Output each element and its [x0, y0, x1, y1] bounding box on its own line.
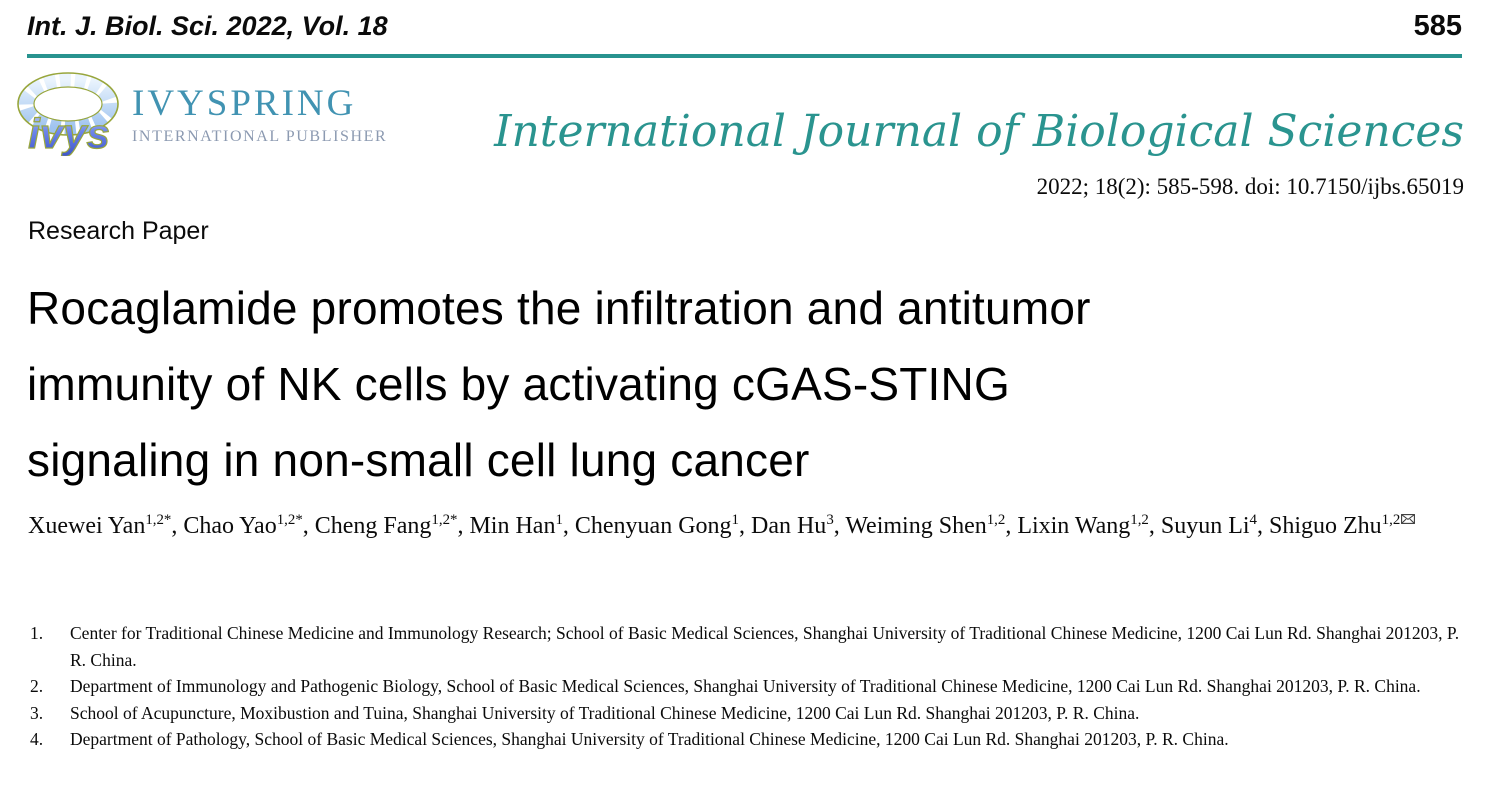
journal-title: International Journal of Biological Scie… — [494, 106, 1464, 157]
affiliation-item: 4. Department of Pathology, School of Bas… — [30, 726, 1462, 753]
author-affiliation-sup: 1,2 — [986, 512, 1006, 528]
affiliation-item: 2. Department of Immunology and Pathogeni… — [30, 673, 1462, 700]
publisher-subtitle: INTERNATIONAL PUBLISHER — [132, 128, 388, 145]
affiliation-text: Department of Immunology and Pathogenic … — [70, 676, 1421, 696]
article-title-line: immunity of NK cells by activating cGAS-… — [27, 358, 1010, 410]
author: Chenyuan Gong1 — [574, 512, 739, 539]
affiliation-number: 1. — [30, 623, 44, 643]
header-rule — [27, 54, 1462, 58]
article-type-label: Research Paper — [28, 217, 209, 245]
affiliation-list: 1. Center for Traditional Chinese Medicin… — [30, 620, 1462, 753]
author-affiliation-sup: 1,2 — [1381, 512, 1401, 528]
author-affiliation-sup: 1,2* — [431, 512, 458, 528]
author: Weiming Shen1,2 — [845, 512, 1006, 539]
author: Suyun Li4 — [1160, 512, 1257, 539]
article-title: Rocaglamide promotes the infiltration an… — [27, 270, 1458, 498]
running-header: Int. J. Biol. Sci. 2022, Vol. 18 585 — [27, 10, 1462, 43]
affiliation-number: 3. — [30, 702, 44, 723]
ivyspring-logo-icon: ivys — [17, 72, 119, 156]
affiliation-number: 2. — [30, 676, 44, 696]
author: Lixin Wang1,2 — [1017, 512, 1149, 539]
author-affiliation-sup: 3 — [826, 512, 834, 528]
author: Dan Hu3 — [750, 512, 834, 539]
author-affiliation-sup: 1,2* — [276, 512, 303, 528]
citation-line: 2022; 18(2): 585-598. doi: 10.7150/ijbs.… — [1036, 174, 1464, 199]
author-list: Xuewei Yan1,2*, Chao Yao1,2*, Cheng Fang… — [28, 507, 1454, 545]
journal-reference: Int. J. Biol. Sci. 2022, Vol. 18 — [27, 11, 388, 41]
author: Xuewei Yan1,2* — [28, 512, 172, 539]
author-affiliation-sup: 4 — [1249, 512, 1257, 528]
article-title-line: Rocaglamide promotes the infiltration an… — [27, 282, 1091, 334]
author: Cheng Fang1,2* — [314, 512, 458, 539]
page-number: 585 — [1413, 10, 1462, 42]
svg-text:ivys: ivys — [28, 110, 110, 156]
article-title-line: signaling in non-small cell lung cancer — [27, 434, 810, 486]
affiliation-item: 3. School of Acupuncture, Moxibustion and… — [30, 700, 1462, 727]
journal-masthead: International Journal of Biological Scie… — [494, 104, 1464, 200]
author-affiliation-sup: 1,2 — [1130, 512, 1149, 528]
author: Min Han1 — [469, 512, 563, 539]
publisher-name: IVYSPRING — [132, 83, 357, 124]
publisher-wordmark: IVYSPRING INTERNATIONAL PUBLISHER — [132, 78, 387, 146]
author-affiliation-sup: 1 — [731, 512, 739, 528]
affiliation-number: 4. — [30, 729, 44, 749]
author-affiliation-sup: 1,2* — [145, 512, 172, 528]
affiliation-text: Center for Traditional Chinese Medicine … — [70, 623, 1460, 670]
affiliation-text: School of Acupuncture, Moxibustion and T… — [70, 702, 1140, 723]
author-affiliation-sup: 1 — [555, 512, 563, 528]
corresponding-author-mail-icon[interactable] — [1400, 512, 1416, 528]
author: Chao Yao1,2* — [183, 512, 303, 539]
affiliation-item: 1. Center for Traditional Chinese Medicin… — [30, 620, 1462, 673]
author: Shiguo Zhu1,2 — [1269, 512, 1416, 539]
publisher-brand: ivys IVYSPRING INTERNATIONAL PUBLISHER — [14, 68, 387, 156]
affiliation-text: Department of Pathology, School of Basic… — [70, 729, 1229, 749]
